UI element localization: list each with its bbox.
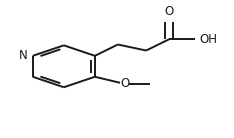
Text: OH: OH bbox=[199, 33, 217, 46]
Text: O: O bbox=[120, 77, 129, 90]
Text: N: N bbox=[19, 49, 28, 62]
Text: O: O bbox=[165, 5, 174, 18]
